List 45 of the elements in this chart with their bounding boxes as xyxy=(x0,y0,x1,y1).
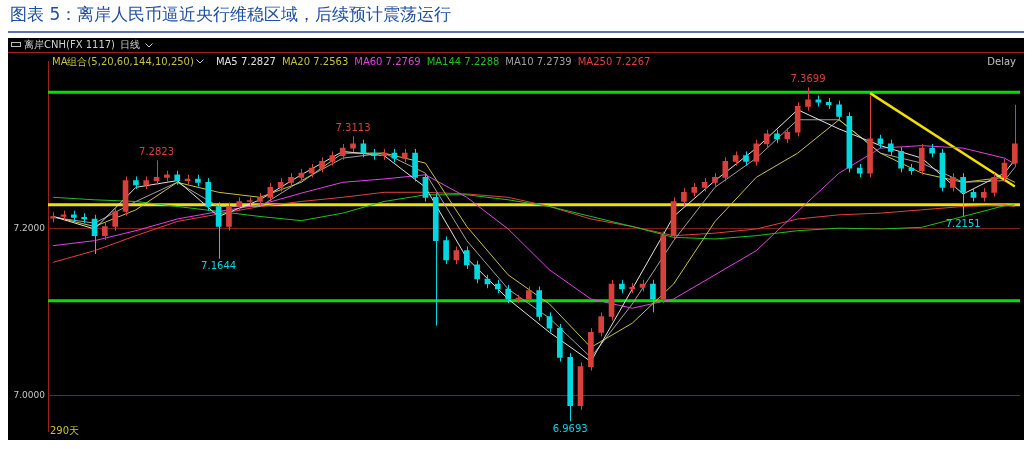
candlestick xyxy=(805,86,811,112)
annotation: 7.1644 xyxy=(201,260,237,272)
text: MA10 7.2739 xyxy=(505,56,572,67)
annotation: 290天 xyxy=(50,424,80,438)
candlestick xyxy=(743,150,749,167)
candlestick xyxy=(257,192,263,207)
annotation: 7.2151 xyxy=(945,217,981,229)
text: 离岸CNH(FX 1117) xyxy=(24,38,116,52)
annotation: 7.2823 xyxy=(139,145,175,157)
candlestick xyxy=(71,210,77,222)
annotation: 7.3113 xyxy=(335,121,371,133)
candlestick xyxy=(288,172,294,187)
y-tick-label: 7.0000 xyxy=(13,390,46,401)
candlestick xyxy=(112,206,119,232)
candlestick xyxy=(960,172,966,217)
candlestick xyxy=(267,182,274,202)
annotation: 7.3699 xyxy=(790,72,826,84)
candlestick xyxy=(991,172,997,197)
candlestick xyxy=(143,175,150,190)
y-tick-label: 7.2000 xyxy=(13,223,46,234)
candlestick xyxy=(226,201,232,232)
legend-title: MA组合(5,20,60,144,10,250) xyxy=(52,56,194,67)
candlestick xyxy=(794,101,801,137)
annotation: 6.9693 xyxy=(552,422,588,434)
candlestick xyxy=(60,210,67,222)
candlestick xyxy=(980,187,987,202)
legend-label: MA5 7.2827 xyxy=(215,56,276,67)
candlestick xyxy=(722,156,729,182)
candlestick xyxy=(236,196,243,212)
candlestick xyxy=(712,172,718,187)
text: MA20 7.2563 xyxy=(281,56,349,67)
candlestick xyxy=(133,175,139,190)
candlestick xyxy=(598,311,605,338)
text: MA144 7.2288 xyxy=(426,56,500,67)
text: 日线 xyxy=(120,38,140,52)
annotation: Delay xyxy=(987,56,1016,67)
text: MA60 7.2769 xyxy=(354,56,421,67)
candlestick xyxy=(836,100,842,122)
candlestick xyxy=(536,286,542,322)
text: MA250 7.2267 xyxy=(577,56,651,67)
candlestick xyxy=(949,172,956,192)
candlestick xyxy=(164,170,170,182)
candlestick xyxy=(174,170,181,186)
candlestick xyxy=(691,182,698,197)
chart-title: 图表 5：离岸人民币逼近央行维稳区域，后续预计震荡运行 xyxy=(10,3,452,26)
